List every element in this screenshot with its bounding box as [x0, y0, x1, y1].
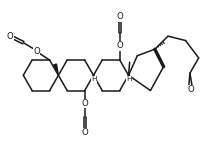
Text: H: H [91, 76, 97, 82]
Text: O: O [188, 85, 194, 94]
Text: ·: · [127, 69, 131, 82]
Text: O: O [116, 41, 123, 50]
Text: O: O [81, 128, 88, 137]
Text: O: O [116, 12, 123, 21]
Text: O: O [33, 47, 40, 56]
Text: O: O [81, 99, 88, 108]
Polygon shape [54, 64, 58, 75]
Text: H: H [126, 76, 132, 82]
Text: ·: · [91, 69, 95, 82]
Text: O: O [7, 32, 14, 41]
